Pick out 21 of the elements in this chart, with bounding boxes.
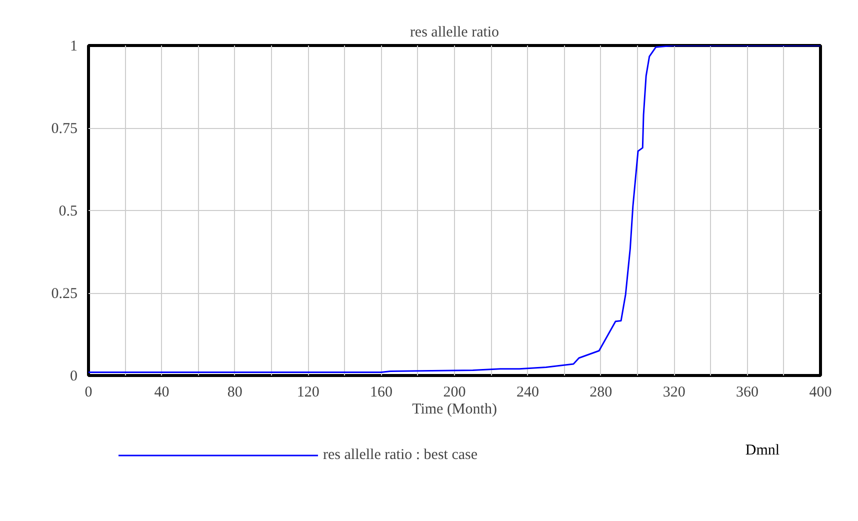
x-axis-title: Time (Month)	[412, 402, 497, 418]
x-tick-label: 280	[590, 384, 612, 400]
x-tick-label: 120	[296, 384, 320, 400]
chart-title: res allelle ratio	[410, 24, 500, 40]
x-tick-label: 40	[154, 384, 170, 400]
text: res allelle ratio : best case	[323, 446, 478, 464]
x-tick-label: 160	[370, 384, 393, 400]
x-tick-label: 240	[516, 384, 539, 400]
x-tick-label: 0	[84, 384, 92, 400]
y-tick-label: 0	[70, 368, 78, 384]
x-tick-label: 80	[227, 384, 242, 400]
line-series	[88, 46, 820, 373]
y-tick-label: 0.25	[51, 286, 78, 302]
x-tick-label: 200	[443, 384, 466, 400]
text: Dmnl	[745, 442, 780, 458]
x-tick-label: 320	[662, 384, 686, 400]
y-tick-label: 0.75	[51, 121, 78, 137]
x-tick-label: 360	[736, 384, 759, 400]
x-tick-label: 400	[809, 384, 832, 400]
y-tick-label: 0.5	[58, 204, 78, 220]
y-tick-label: 1	[70, 38, 78, 54]
